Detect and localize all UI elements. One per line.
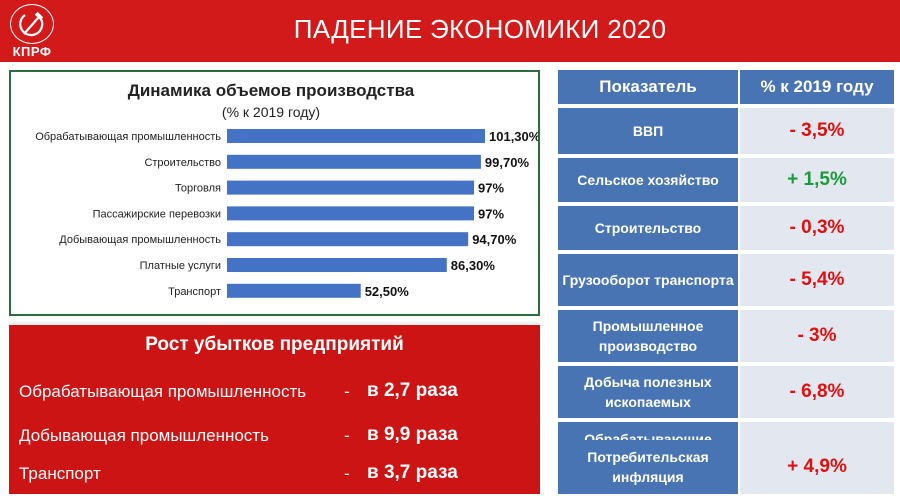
hammer-sickle-icon xyxy=(19,11,44,37)
row-name: Строительство xyxy=(558,206,738,250)
table-row: Строительство - 0,3% xyxy=(558,206,894,250)
value-label: 101,30% xyxy=(489,129,538,144)
value-label: 97% xyxy=(478,181,504,196)
category-label: Добывающая промышленность xyxy=(59,234,221,246)
loss-value: в 3,7 раза xyxy=(367,462,458,483)
category-label: Строительство xyxy=(144,157,221,169)
category-label: Торговля xyxy=(175,183,221,195)
row-value: - 3% xyxy=(740,310,894,362)
row-value: - 5,4% xyxy=(740,254,894,306)
category-label: Платные услуги xyxy=(140,260,221,272)
row-name: Промышленное производство xyxy=(558,310,738,362)
bar xyxy=(227,154,481,169)
loss-row: Добывающая промышленность - в 9,9 раза xyxy=(9,424,540,456)
bar xyxy=(227,258,447,272)
row-value: - 6,8% xyxy=(740,366,894,418)
row-name: Сельское хозяйство xyxy=(558,158,738,202)
kprf-logo: КПРФ xyxy=(6,4,58,59)
category-label: Пассажирские перевозки xyxy=(93,208,221,220)
loss-value: в 9,9 раза xyxy=(367,424,458,445)
loss-name: Обрабатывающая промышленность xyxy=(19,382,307,401)
losses-panel: Рост убытков предприятий Обрабатывающая … xyxy=(9,322,540,494)
production-chart-panel: Динамика объемов производства (% к 2019 … xyxy=(9,70,540,316)
category-label: Обрабатывающая промышленность xyxy=(35,131,221,143)
row-name: ВВП xyxy=(558,108,738,154)
table-row: Грузооборот транспорта - 5,4% xyxy=(558,254,894,306)
table-row: Сельское хозяйство + 1,5% xyxy=(558,158,894,202)
loss-row: Транспорт - в 3,7 раза xyxy=(9,462,540,494)
category-label: Транспорт xyxy=(168,286,221,298)
row-value: + 1,5% xyxy=(740,158,894,202)
value-label: 94,70% xyxy=(472,232,517,247)
row-name: Грузооборот транспорта xyxy=(558,254,738,306)
losses-title: Рост убытков предприятий xyxy=(145,334,404,355)
row-name: Добыча полезных ископаемых xyxy=(558,366,738,418)
row-name: Потребительская инфляция xyxy=(558,440,738,494)
page-title: ПАДЕНИЕ ЭКОНОМИКИ 2020 xyxy=(293,14,667,44)
row-value: - 0,3% xyxy=(740,206,894,250)
bar xyxy=(227,283,361,298)
value-label: 99,70% xyxy=(485,155,530,170)
loss-dash: - xyxy=(344,382,350,401)
bar xyxy=(227,206,475,221)
value-label: 52,50% xyxy=(365,284,410,299)
row-value: + 4,9% xyxy=(740,440,894,494)
row-value: - 3,5% xyxy=(740,108,894,154)
loss-name: Транспорт xyxy=(19,464,101,483)
bar xyxy=(227,232,469,247)
bar xyxy=(227,180,475,195)
logo-text: КПРФ xyxy=(12,44,52,59)
value-label: 97% xyxy=(478,206,504,221)
loss-name: Добывающая промышленность xyxy=(19,426,269,445)
table-row: ВВП - 3,5% xyxy=(558,108,894,154)
bar-chart: Обрабатывающая промышленность 101,30% Стро… xyxy=(35,129,538,299)
logo-ring xyxy=(10,4,54,44)
table-row: Добыча полезных ископаемых - 6,8% xyxy=(558,366,894,418)
table-header-percent: % к 2019 году xyxy=(740,70,894,104)
loss-dash: - xyxy=(344,426,350,445)
chart-title: Динамика объемов производства xyxy=(127,81,415,100)
bar xyxy=(227,129,485,143)
loss-row: Обрабатывающая промышленность - в 2,7 ра… xyxy=(9,380,540,412)
table-row: Промышленное производство - 3% xyxy=(558,310,894,362)
loss-value: в 2,7 раза xyxy=(367,380,458,401)
table-header-indicator: Показатель xyxy=(558,70,738,104)
value-label: 86,30% xyxy=(451,258,496,273)
loss-dash: - xyxy=(344,464,350,483)
indicators-table: Показатель % к 2019 году ВВП - 3,5% Сель… xyxy=(558,70,894,494)
header-banner: КПРФ ПАДЕНИЕ ЭКОНОМИКИ 2020 xyxy=(0,0,900,62)
chart-subtitle: (% к 2019 году) xyxy=(221,104,321,120)
